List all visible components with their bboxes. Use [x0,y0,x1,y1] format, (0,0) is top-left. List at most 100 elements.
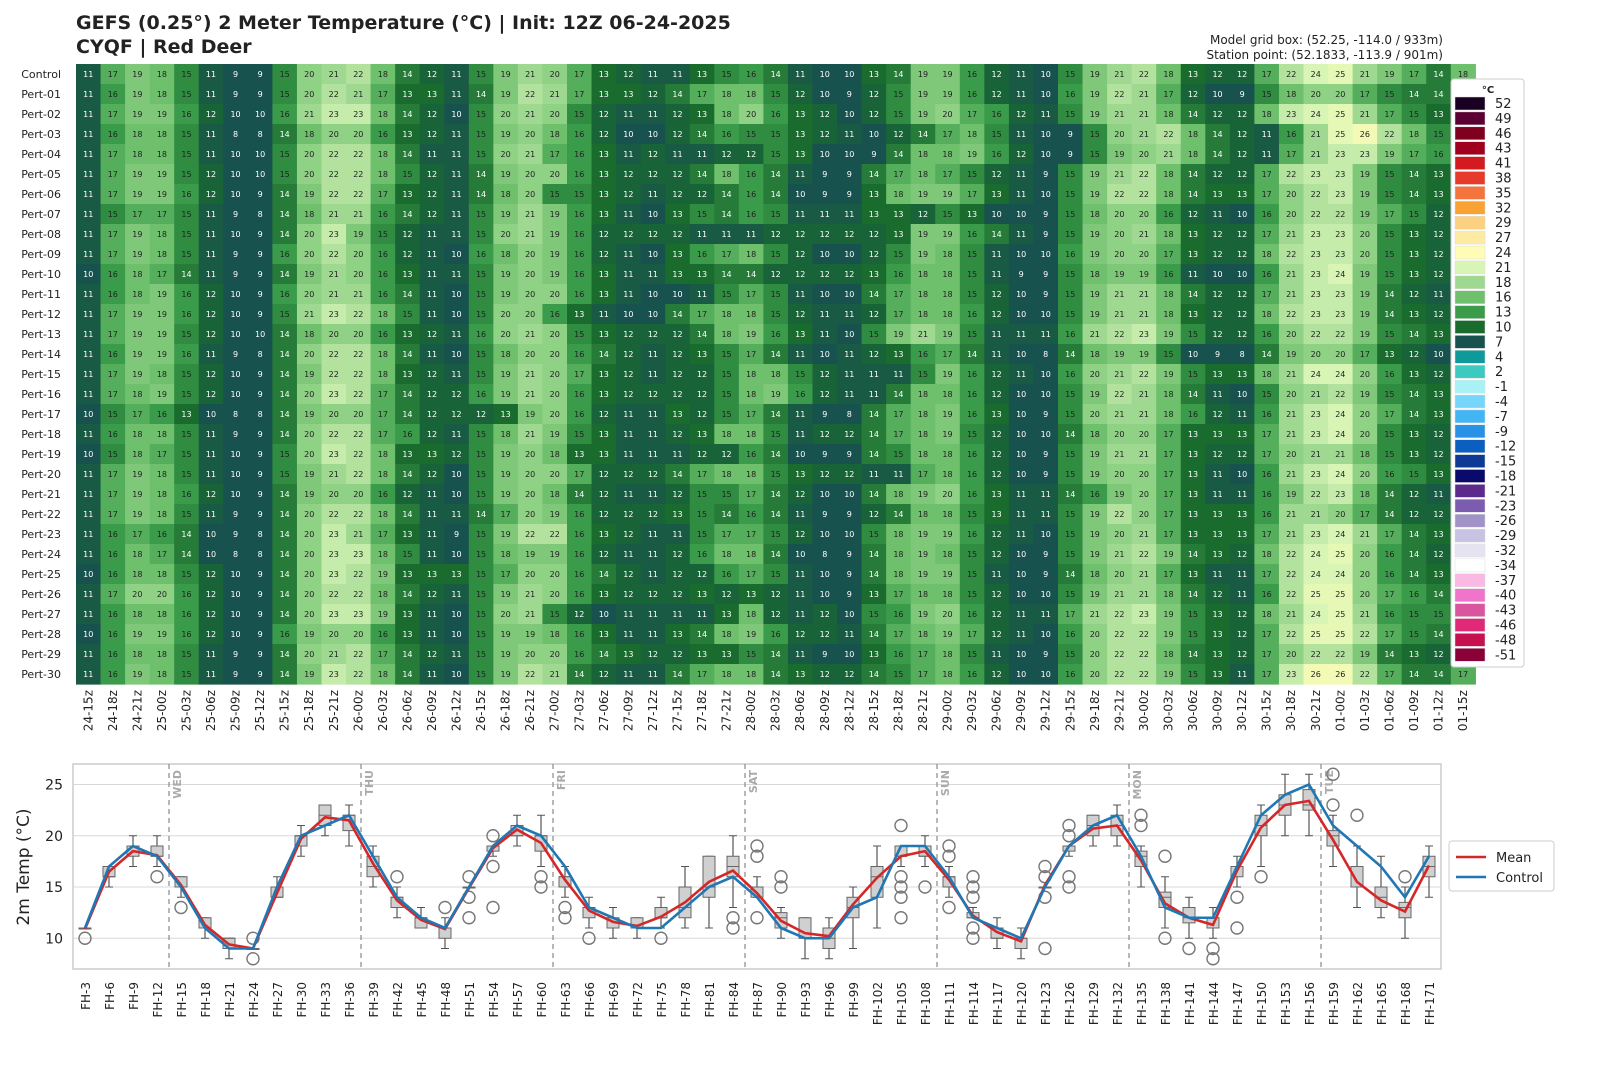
heatmap-cell-label: 10 [844,110,854,119]
x-tick-label: FH-9 [127,982,141,1010]
heatmap-cell [861,204,887,225]
heatmap-cell [149,144,175,165]
heatmap-cell [959,164,985,185]
heatmap-cell [346,124,372,145]
heatmap-cell-label: 17 [1262,170,1272,179]
day-label: MON [1131,770,1144,800]
heatmap-cell [1107,144,1133,165]
heatmap-cell [493,104,519,125]
heatmap-cell [1229,144,1255,165]
heatmap-cell-label: 11 [648,190,658,199]
heatmap-cell [591,104,617,125]
heatmap-cell [419,164,445,185]
heatmap-cell [468,124,494,145]
heatmap-cell [714,64,740,85]
heatmap-cell-label: 12 [1237,70,1247,79]
x-tick-label: FH-102 [871,982,885,1025]
heatmap-cell-label: 21 [525,150,535,159]
heatmap-cell [1278,104,1305,125]
heatmap-cell-label: 10 [255,170,265,179]
heatmap-cell [1254,164,1280,185]
heatmap-cell-label: 15 [967,170,977,179]
heatmap-cell-label: 17 [1360,90,1370,99]
heatmap-cell-label: 18 [1458,70,1468,79]
heatmap-cell [370,144,396,165]
heatmap-cell [1401,104,1427,125]
heatmap-cell [346,104,372,125]
x-tick-label: FH-117 [991,982,1005,1025]
heatmap-cell-label: 17 [108,110,118,119]
heatmap-cell [959,64,985,85]
heatmap-cell [1254,84,1280,105]
heatmap-cell-label: 12 [1016,150,1026,159]
heatmap-cell-label: 19 [1090,170,1100,179]
heatmap-cell [1303,84,1329,105]
heatmap-cell-label: 12 [623,70,633,79]
heatmap-cell [370,64,396,85]
heatmap-cell [174,124,200,145]
heatmap-cell-label: 17 [697,90,707,99]
heatmap-cell-label: 16 [771,110,781,119]
heatmap-cell-label: 18 [721,170,731,179]
heatmap-cell [1352,144,1378,165]
heatmap-cell-label: 12 [992,70,1002,79]
heatmap-cell-label: 15 [1433,130,1443,139]
heatmap-cell [296,104,323,125]
heatmap-cell-label: 14 [402,70,412,79]
heatmap-cell [125,144,151,165]
heatmap-cell-label: 16 [108,130,118,139]
x-tick-label: FH-6 [103,982,117,1010]
heatmap-cell-label: 11 [672,70,682,79]
heatmap-cell [1107,184,1133,205]
heatmap-cell [395,124,421,145]
x-tick-label: FH-108 [919,982,933,1025]
heatmap-cell [861,104,887,125]
heatmap-cell [640,144,666,165]
heatmap-cell [321,144,347,165]
heatmap-row-control: 11 17 19 18 15 11 9 9 15 20 21 22 18 14 12 11 15 19 21 20 17… [76,64,1476,85]
y-axis-label: 2m Temp (°C) [14,808,34,925]
heatmap-row-pert-07: 11 15 17 17 15 11 9 8 14 18 21 21 16 14 12 11 15 19 21 19 16… [76,204,1476,225]
heatmap-cell [1377,144,1403,165]
heatmap-cell [1303,144,1329,165]
heatmap-cell-label: 20 [1139,150,1149,159]
heatmap-cell [861,64,887,85]
heatmap-cell-label: 13 [672,210,682,219]
heatmap-cell [1131,144,1157,165]
heatmap-cell [616,204,642,225]
heatmap-cell-label: 16 [181,190,191,199]
heatmap-cell-label: 15 [1384,190,1394,199]
heatmap-cell [1205,144,1231,165]
heatmap-cell [125,64,151,85]
station-title: CYQF | Red Deer [76,36,252,58]
heatmap-cell-label: 19 [157,110,167,119]
heatmap-cell-label: 17 [157,210,167,219]
heatmap-cell-label: 14 [1188,190,1198,199]
heatmap-cell-label: 16 [1065,90,1075,99]
heatmap-cell [517,204,544,225]
heatmap-cell [640,104,666,125]
heatmap-cell-label: 17 [942,130,952,139]
heatmap-cell-label: 15 [1384,170,1394,179]
heatmap-cell-label: 12 [992,90,1002,99]
heatmap-cell-label: 12 [623,170,633,179]
heatmap-cell [567,104,593,125]
heatmap-cell [1008,164,1035,185]
heatmap-cell-label: 14 [402,150,412,159]
heatmap-cell-label: 18 [1163,70,1173,79]
heatmap-cell-label: 25 [1335,70,1345,79]
heatmap-cell-label: 20 [1114,130,1124,139]
heatmap-cell [395,64,421,85]
heatmap-cell [935,104,961,125]
heatmap-cell-label: 11 [451,170,461,179]
heatmap-cell-label: 10 [820,150,830,159]
heatmap-cell-label: 24 [1311,70,1321,79]
heatmap-cell-label: 20 [501,150,511,159]
heatmap-row-pert-01: 11 16 19 18 15 11 9 9 15 20 22 21 17 13 13 11 14 19 22 21 17… [76,84,1476,105]
heatmap-cell-label: 17 [1286,150,1296,159]
heatmap-cell [787,124,814,145]
heatmap-cell [1205,84,1231,105]
heatmap-cell-label: 17 [1409,150,1419,159]
heatmap-cell-label: 11 [427,150,437,159]
heatmap-cell [125,124,151,145]
